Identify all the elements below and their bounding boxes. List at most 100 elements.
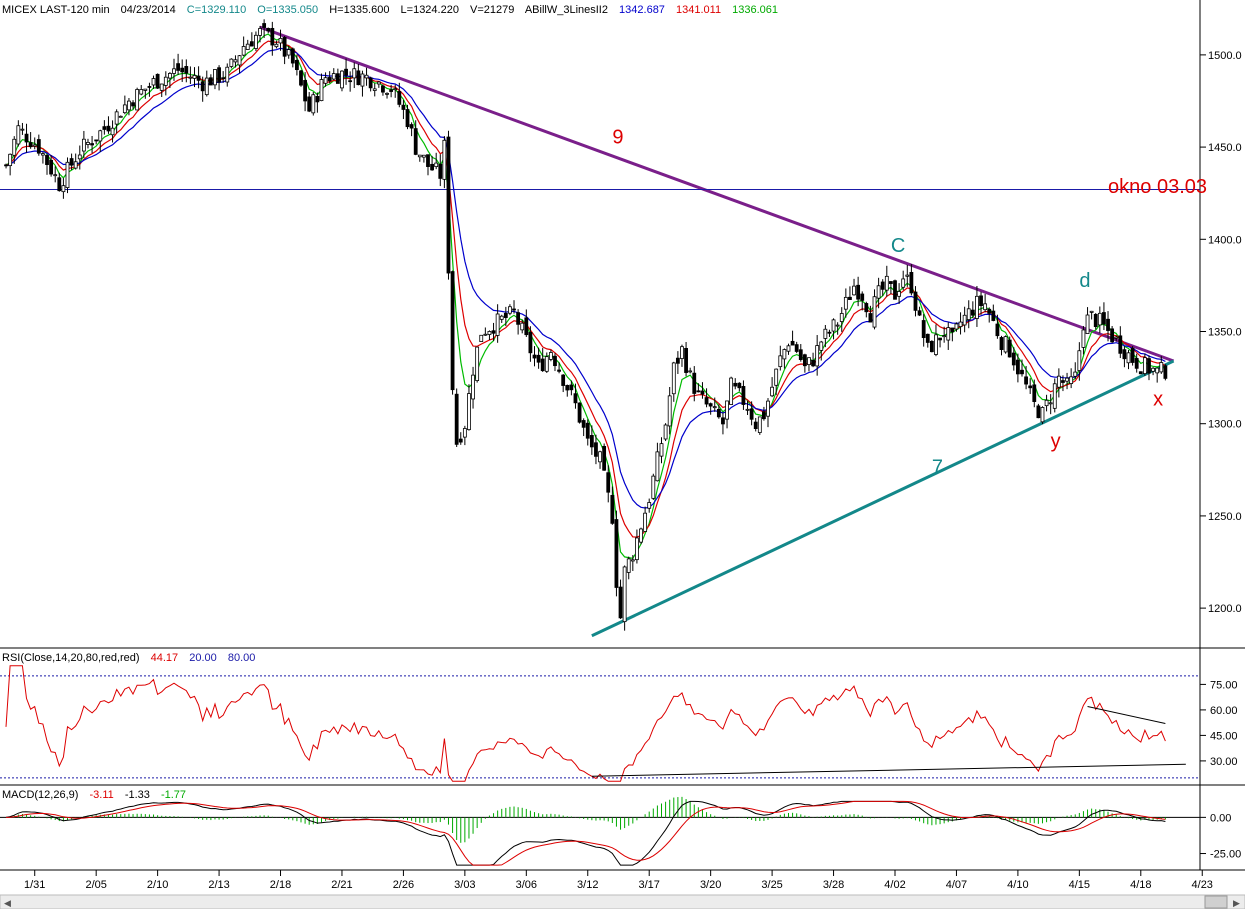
- candle-body: [528, 332, 533, 354]
- candle-body: [520, 322, 525, 331]
- price-tick-label: 1500.0: [1208, 50, 1242, 62]
- candle-body: [262, 23, 267, 28]
- candle-body: [602, 446, 607, 471]
- candle-body: [1011, 352, 1016, 366]
- macd-signal: -1.33: [125, 789, 150, 801]
- rsi-upper: 80.00: [228, 652, 256, 664]
- candle-body: [901, 278, 906, 288]
- candle-body: [700, 390, 705, 395]
- candle-body: [675, 357, 680, 364]
- candle-body: [843, 296, 848, 310]
- candle-body: [762, 411, 766, 420]
- candle-body: [311, 94, 316, 114]
- candle-body: [995, 323, 1000, 337]
- rsi-lower: 20.00: [189, 652, 217, 664]
- candle-body: [1114, 336, 1119, 339]
- annotation-label: x: [1153, 388, 1163, 410]
- candle-body: [417, 154, 422, 158]
- x-tick-label: 2/26: [393, 879, 414, 891]
- candle-body: [1118, 335, 1123, 354]
- candle-body: [1032, 384, 1037, 402]
- candle-body: [778, 355, 783, 368]
- candle-body: [303, 80, 307, 102]
- candle-body: [32, 144, 37, 147]
- candle-body: [61, 185, 66, 193]
- candle-body: [65, 161, 70, 189]
- candle-body: [385, 92, 389, 95]
- candle-body: [815, 345, 820, 367]
- macd-panel: -25.00 0.00: [0, 796, 1241, 866]
- candle-body: [237, 55, 242, 66]
- candle-body: [471, 374, 475, 400]
- candle-body: [8, 153, 13, 167]
- header-indicator: ABillW_3LinesII2: [525, 4, 608, 16]
- horizontal-scrollbar[interactable]: ◀ ▶: [0, 894, 1245, 910]
- candle-body: [766, 400, 770, 417]
- candle-body: [450, 271, 455, 391]
- candle-body: [229, 58, 234, 67]
- candle-body: [1089, 310, 1094, 313]
- candle-body: [782, 349, 787, 360]
- candle-body: [557, 369, 561, 372]
- candle-body: [405, 109, 410, 128]
- candle-body: [983, 303, 988, 311]
- candle-body: [548, 352, 553, 360]
- candle-body: [381, 85, 385, 93]
- candle-body: [589, 435, 594, 448]
- header-high: H=1335.600: [329, 4, 389, 16]
- candle-body: [614, 519, 619, 588]
- x-tick-label: 3/06: [516, 879, 537, 891]
- candle-body: [745, 408, 750, 411]
- candle-body: [155, 73, 160, 89]
- ma-mid-line: [5, 40, 1166, 538]
- scroll-right-icon[interactable]: ▶: [1233, 898, 1240, 908]
- candle-body: [856, 284, 861, 300]
- resistance-trendline: [259, 25, 1175, 363]
- signal-line: [5, 800, 1166, 866]
- candle-body: [1044, 399, 1049, 407]
- candle-body: [49, 159, 54, 175]
- candle-body: [348, 80, 353, 83]
- candle-body: [249, 41, 254, 47]
- candle-body: [196, 75, 201, 81]
- candle-body: [880, 281, 885, 290]
- candle-body: [716, 408, 721, 418]
- candle-body: [573, 393, 578, 404]
- y-axis-ticks: 1200.0 1250.0 1300.0 1350.0 1400.0 1450.0 1500…: [1200, 50, 1242, 615]
- candle-body: [934, 334, 938, 355]
- candle-body: [667, 395, 672, 427]
- candle-body: [1130, 347, 1135, 363]
- candle-body: [532, 354, 537, 359]
- candle-body: [872, 296, 877, 328]
- candle-body: [1151, 367, 1155, 372]
- candle-body: [1110, 328, 1115, 343]
- candle-body: [1163, 365, 1168, 379]
- candle-body: [434, 162, 439, 168]
- candle-body: [594, 442, 598, 457]
- candle-body: [581, 420, 586, 428]
- candle-body: [610, 494, 615, 524]
- x-tick-label: 3/03: [454, 879, 475, 891]
- candle-body: [897, 291, 901, 297]
- rsi-label: RSI(Close,14,20,80,red,red): [2, 652, 140, 664]
- candle-body: [848, 296, 852, 300]
- rsi-trendline: [591, 763, 1186, 777]
- candle-body: [1007, 339, 1012, 358]
- scroll-left-icon[interactable]: ◀: [4, 898, 11, 908]
- rsi-tick-label: 30.00: [1210, 756, 1238, 768]
- scrollbar-thumb[interactable]: [1204, 895, 1228, 909]
- candle-body: [889, 281, 893, 284]
- candle-body: [245, 43, 250, 50]
- candle-body: [86, 141, 90, 145]
- price-header: MICEX LAST-120 min 04/23/2014 C=1329.110…: [2, 4, 778, 16]
- candle-body: [807, 357, 811, 366]
- x-tick-label: 2/10: [147, 879, 168, 891]
- candle-body: [876, 285, 881, 299]
- ma-slow-line: [5, 47, 1166, 509]
- annotation-label: d: [1079, 270, 1090, 292]
- candle-body: [352, 68, 357, 79]
- candle-body: [442, 139, 447, 180]
- candle-body: [798, 349, 803, 360]
- candle-body: [1065, 377, 1069, 382]
